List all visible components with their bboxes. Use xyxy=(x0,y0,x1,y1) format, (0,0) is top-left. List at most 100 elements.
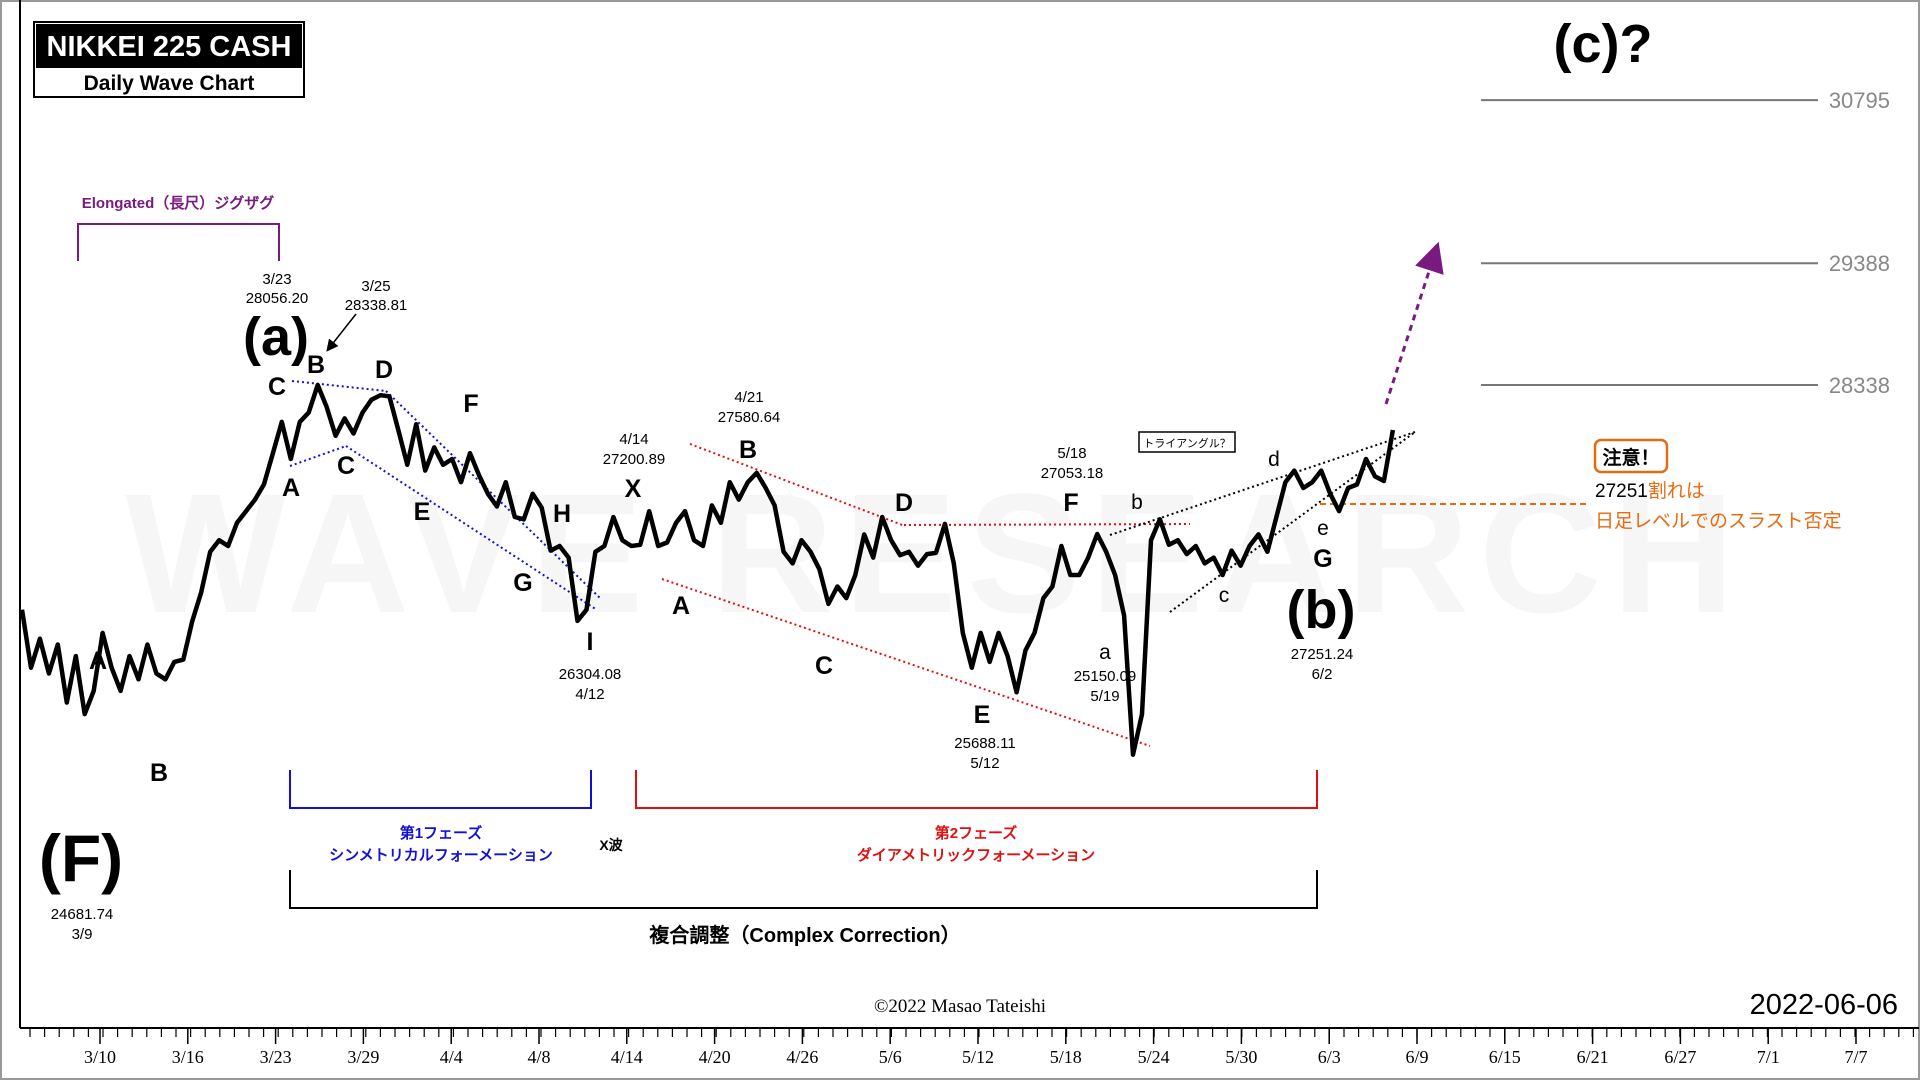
projection-arrow xyxy=(1384,241,1444,405)
warning-line1-text: 割れは xyxy=(1648,480,1705,502)
wave-label: d xyxy=(1268,448,1280,471)
date-value: 5/12 xyxy=(970,755,999,772)
wave-label: C xyxy=(268,373,286,401)
date-value: 3/23 xyxy=(262,271,291,288)
wave-label: D xyxy=(375,356,393,384)
blue-channel-upper-a xyxy=(291,380,387,392)
wave-label: F xyxy=(463,390,478,418)
x-tick-label: 5/18 xyxy=(1050,1047,1082,1067)
wave-label: G xyxy=(513,569,532,597)
x-tick-label: 6/9 xyxy=(1405,1047,1428,1067)
degree-label-F: (F) xyxy=(39,821,123,895)
warning-line1: 27251割れは xyxy=(1595,480,1705,502)
date-value: 4/14 xyxy=(619,431,648,448)
wave-label: G xyxy=(1313,545,1332,573)
date-value: 4/12 xyxy=(575,686,604,703)
wave-labels: A B A B C C D E F G H I X A B C D E F G xyxy=(89,351,1333,787)
phase2-bracket xyxy=(635,770,1318,809)
complex-correction-label: 複合調整（Complex Correction） xyxy=(649,923,960,947)
wave-label: C xyxy=(337,452,355,480)
price-value: 25688.11 xyxy=(954,735,1015,752)
triangle-label: トライアングル？ xyxy=(1143,436,1231,450)
wave-label: I xyxy=(587,628,594,656)
x-tick-label: 5/24 xyxy=(1138,1047,1170,1067)
x-tick-label: 4/4 xyxy=(440,1047,463,1067)
target-level-label: 28338 xyxy=(1829,373,1890,398)
phase1-bracket xyxy=(289,770,592,809)
x-tick-label: 6/3 xyxy=(1318,1047,1341,1067)
elongated-bracket xyxy=(77,223,280,261)
triangle-labels: a b c d e xyxy=(1099,448,1329,664)
degree-label-b: (b) xyxy=(1287,580,1356,640)
price-annotations: 24681.74 3/9 3/23 28056.20 3/25 28338.81… xyxy=(51,271,1354,943)
wave-label: e xyxy=(1317,517,1329,540)
x-tick-label: 4/8 xyxy=(527,1047,550,1067)
x-tick-label: 3/16 xyxy=(172,1047,204,1067)
phase1-subtitle: シンメトリカルフォーメーション xyxy=(329,847,553,864)
wave-label: A xyxy=(89,647,107,675)
wave-label: c xyxy=(1219,584,1230,607)
x-tick-label: 5/6 xyxy=(879,1047,902,1067)
wave-label: H xyxy=(553,500,571,528)
title-background xyxy=(36,24,302,68)
wave-label: E xyxy=(974,701,991,729)
red-channel-lower xyxy=(661,578,1151,747)
price-value: 28338.81 xyxy=(345,297,408,314)
x-tick-label: 6/15 xyxy=(1489,1047,1521,1067)
price-value: 24681.74 xyxy=(51,906,114,923)
chart-subtitle: Daily Wave Chart xyxy=(84,72,255,95)
x-tick-label: 4/14 xyxy=(611,1047,643,1067)
complex-correction-bracket xyxy=(289,870,1318,909)
x-tick-label: 5/12 xyxy=(962,1047,994,1067)
wave-label: X xyxy=(625,475,642,503)
phase2-subtitle: ダイアメトリックフォーメーション xyxy=(857,846,1095,864)
elongated-label: Elongated（長尺）ジグザグ xyxy=(82,194,275,212)
x-tick-label: 3/10 xyxy=(84,1047,116,1067)
x-wave-label: X波 xyxy=(599,837,623,853)
x-tick-label: 7/7 xyxy=(1844,1047,1867,1067)
phase1-title: 第1フェーズ xyxy=(400,824,483,842)
triangle-lower-line xyxy=(1169,431,1416,613)
date-value: 5/18 xyxy=(1057,445,1086,462)
price-value: 27200.89 xyxy=(603,451,666,468)
wave-label: F xyxy=(1063,489,1078,517)
wave-label: D xyxy=(895,489,913,517)
degree-label-a: (a) xyxy=(243,307,309,367)
phase2-title: 第2フェーズ xyxy=(935,824,1018,842)
warning-level-number: 27251 xyxy=(1595,481,1648,502)
wave-label: B xyxy=(150,759,168,787)
wave-label: b xyxy=(1131,491,1143,514)
price-value: 27580.64 xyxy=(718,409,781,426)
x-tick-label: 3/23 xyxy=(260,1047,292,1067)
x-tick-label: 4/26 xyxy=(786,1047,818,1067)
price-line xyxy=(19,382,1396,757)
date-value: 4/21 xyxy=(734,389,763,406)
price-value: 25150.09 xyxy=(1074,668,1137,685)
x-tick-label: 7/1 xyxy=(1757,1047,1780,1067)
date-value: 6/2 xyxy=(1312,666,1333,683)
copyright: ©2022 Masao Tateishi xyxy=(874,996,1046,1017)
x-tick-label: 3/29 xyxy=(347,1047,379,1067)
wave-label: C xyxy=(815,652,833,680)
triangle-label-box xyxy=(1138,431,1236,453)
price-value: 26304.08 xyxy=(559,666,622,683)
warning-line2: 日足レベルでのスラスト否定 xyxy=(1595,510,1842,532)
warning-title: 注意！ xyxy=(1602,446,1659,469)
chart-title: NIKKEI 225 CASH xyxy=(47,31,292,63)
price-value: 27053.18 xyxy=(1041,465,1104,482)
x-tick-label: 4/20 xyxy=(699,1047,731,1067)
price-value: 28056.20 xyxy=(246,290,309,307)
x-tick-label: 6/21 xyxy=(1577,1047,1609,1067)
price-value: 27251.24 xyxy=(1291,646,1354,663)
x-axis: 3/10 3/16 3/23 3/29 4/4 4/8 4/14 4/20 4/26 5/6 5/1… xyxy=(29,1028,1915,1067)
wave-label: B xyxy=(307,351,325,379)
pointer-arrow xyxy=(326,313,357,352)
wave-label: E xyxy=(414,498,431,526)
x-tick-label: 6/27 xyxy=(1664,1047,1696,1067)
chart-date: 2022-06-06 xyxy=(1750,989,1898,1021)
target-levels: 30795 29388 28338 xyxy=(1481,88,1890,398)
x-tick-label: 5/30 xyxy=(1225,1047,1257,1067)
wave-label: B xyxy=(739,436,757,464)
